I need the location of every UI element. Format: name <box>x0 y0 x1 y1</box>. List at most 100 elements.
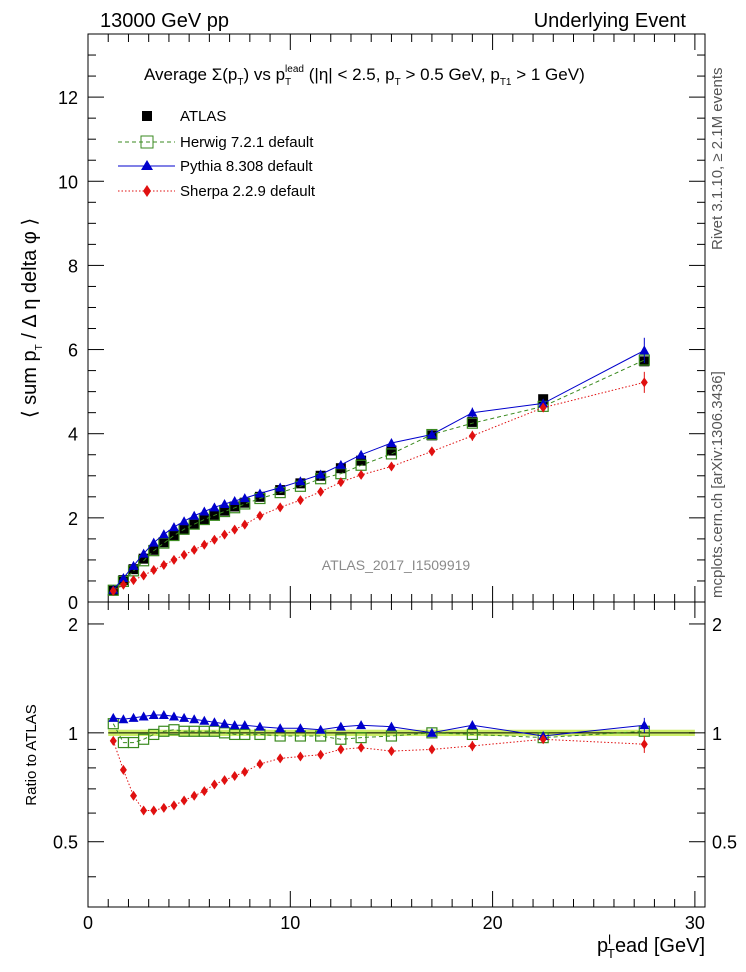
y-tick-label: 2 <box>68 509 78 529</box>
data-point <box>428 446 436 457</box>
data-point <box>128 712 139 722</box>
data-point <box>239 497 250 508</box>
series-line-pythia <box>112 349 645 591</box>
data-point <box>239 728 251 741</box>
data-point <box>229 720 240 730</box>
data-point <box>467 416 478 427</box>
ratio-ylabel: Ratio to ATLAS <box>23 704 40 805</box>
data-point <box>140 570 148 581</box>
data-point <box>210 534 218 545</box>
series-line-sherpa <box>112 738 645 811</box>
series-line-herwig <box>112 723 645 744</box>
series-pythia <box>108 710 650 741</box>
data-point <box>357 742 365 753</box>
data-point <box>179 712 190 722</box>
data-point <box>468 740 476 751</box>
ratio-series <box>107 710 650 816</box>
y-tick-label: 12 <box>58 88 78 108</box>
data-point <box>276 753 284 764</box>
data-point <box>640 377 648 388</box>
legend: ATLAS Herwig 7.2.1 default Pythia 8.308 … <box>118 108 316 200</box>
data-point <box>386 437 397 447</box>
ratio-panel: 0 10 20 30 0.5 0.5 1 1 2 2 Ratio to ATLAS <box>23 601 737 933</box>
data-point <box>387 746 395 757</box>
data-point <box>190 790 198 801</box>
data-point <box>160 559 168 570</box>
data-point <box>130 790 138 801</box>
data-point <box>241 519 249 530</box>
data-point <box>539 402 547 413</box>
data-point <box>356 720 367 730</box>
y-tick-label-right: 1 <box>712 724 722 744</box>
data-point <box>119 764 127 775</box>
y-tick-label: 8 <box>68 256 78 276</box>
legend-atlas-label: ATLAS <box>180 108 226 125</box>
data-point <box>190 544 198 555</box>
data-point <box>108 712 119 722</box>
data-point <box>158 710 169 720</box>
y-tick-label: 0.5 <box>53 833 78 853</box>
data-point <box>385 448 398 460</box>
data-point <box>140 805 148 816</box>
data-point <box>118 573 129 583</box>
data-point <box>200 786 208 797</box>
data-point <box>158 537 169 548</box>
data-point <box>150 565 158 576</box>
data-point <box>209 717 220 727</box>
mcplots-label: mcplots.cern.ch [arXiv:1306.3436] <box>709 371 726 598</box>
y-tick-label: 10 <box>58 172 78 192</box>
y-tick-label: 6 <box>68 341 78 361</box>
data-point <box>466 417 478 429</box>
x-axis-label: pl Tead [GeV] <box>597 932 705 961</box>
data-point <box>467 407 478 417</box>
series-sherpa <box>109 371 648 597</box>
header-left: 13000 GeV pp <box>100 10 229 32</box>
legend-sherpa-marker <box>143 185 151 197</box>
data-point <box>386 721 397 731</box>
main-panel: 0 2 4 6 8 10 12 Average Σ(pT) vs plead T (|η| <… <box>19 33 706 613</box>
data-point <box>239 493 250 503</box>
ratio-frame <box>87 601 706 908</box>
data-point <box>239 720 250 730</box>
data-point <box>210 779 218 790</box>
legend-herwig-label: Herwig 7.2.1 default <box>180 134 314 151</box>
data-point <box>158 529 169 539</box>
data-point <box>639 345 650 355</box>
data-point <box>138 553 149 564</box>
data-point <box>276 502 284 513</box>
data-point <box>180 549 188 560</box>
data-point <box>200 539 208 550</box>
data-point <box>317 486 325 497</box>
data-point <box>337 744 345 755</box>
data-point <box>426 429 437 439</box>
data-point <box>160 802 168 813</box>
data-point <box>335 459 346 469</box>
data-point <box>168 711 179 721</box>
data-point <box>148 710 159 720</box>
data-point <box>426 727 437 737</box>
data-point <box>219 498 230 508</box>
rivet-label: Rivet 3.1.10, ≥ 2.1M events <box>709 68 726 251</box>
x-tick-label: 30 <box>685 913 705 933</box>
data-point <box>256 759 264 770</box>
y-tick-label: 1 <box>68 724 78 744</box>
data-point <box>229 501 240 512</box>
data-point <box>148 544 159 555</box>
header-right: Underlying Event <box>534 10 687 32</box>
data-point <box>387 461 395 472</box>
y-tick-label: 0 <box>68 593 78 613</box>
data-point <box>275 723 286 733</box>
data-point <box>221 775 229 786</box>
data-point <box>428 744 436 755</box>
legend-pythia-marker <box>141 160 153 170</box>
x-tick-label: 10 <box>280 913 300 933</box>
data-point <box>296 495 304 506</box>
data-point <box>335 733 347 745</box>
legend-sherpa-label: Sherpa 2.2.9 default <box>180 183 316 200</box>
data-point <box>219 718 230 728</box>
data-point <box>209 502 220 512</box>
data-point <box>221 529 229 540</box>
data-point <box>150 805 158 816</box>
data-point <box>170 554 178 565</box>
